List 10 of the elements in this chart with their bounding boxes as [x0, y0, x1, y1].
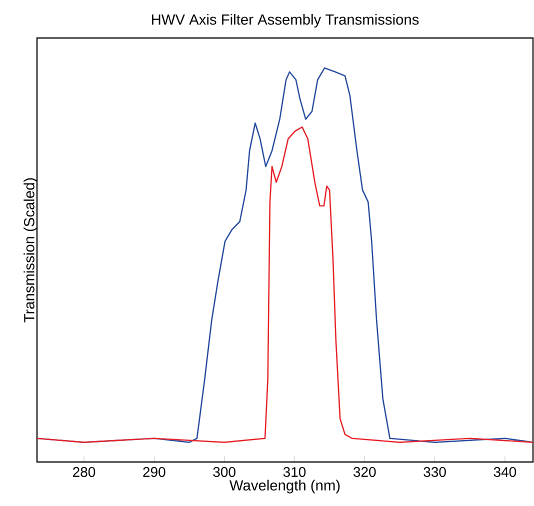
x-axis-title: Wavelength (nm)	[230, 480, 340, 494]
x-tick-label: 330	[424, 467, 446, 477]
x-tick-label: 280	[73, 467, 96, 477]
x-tick-label: 310	[283, 467, 306, 477]
chart-title: HWV Axis Filter Assembly Transmissions	[152, 14, 419, 28]
x-tick-label: 290	[143, 467, 166, 477]
y-axis-title: Transmission (Scaled)	[24, 178, 38, 322]
x-tick-label: 300	[213, 467, 236, 477]
x-tick-label: 340	[494, 467, 516, 477]
x-tick-label: 320	[353, 467, 376, 477]
